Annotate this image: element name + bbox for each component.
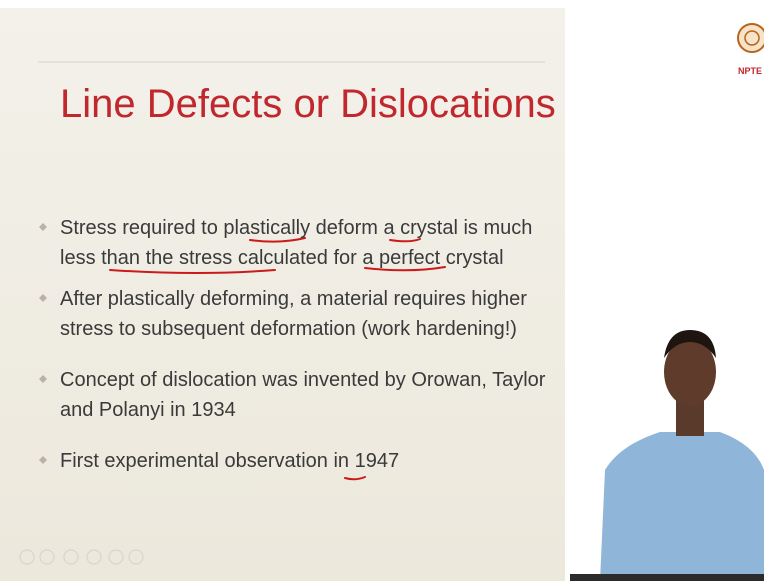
slide: Line Defects or Dislocations NPTE Stress… [0, 0, 764, 581]
bullet-text: Stress required to plastically deform a … [60, 217, 532, 239]
bullet-text: Concept of dislocation was invented by O… [60, 369, 546, 391]
logo-text: NPTE [738, 66, 762, 76]
bullet-text: stress to subsequent deformation (work h… [60, 318, 517, 340]
video-frame: Line Defects or Dislocations NPTE Stress… [0, 0, 764, 581]
bullet-text: First experimental observation in 1947 [60, 450, 399, 472]
slide-title: Line Defects or Dislocations [60, 82, 556, 126]
bullet-text: After plastically deforming, a material … [60, 288, 527, 310]
bullet-text: and Polanyi in 1934 [60, 399, 236, 421]
logo-emblem [738, 24, 764, 52]
desk [570, 574, 764, 581]
bullet-text: less than the stress calculated for a pe… [60, 247, 504, 269]
shirt [600, 432, 764, 581]
